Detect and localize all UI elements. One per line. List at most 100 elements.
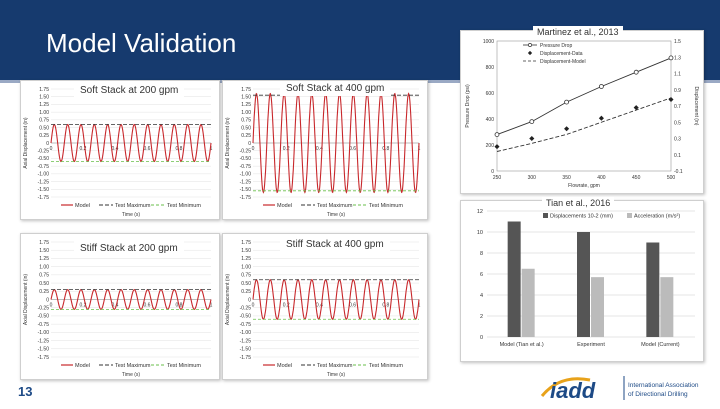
y-tick-label: 1.00 bbox=[241, 264, 251, 270]
y-tick-label: 0 bbox=[46, 141, 49, 147]
legend-test-max-label: Test Maximum bbox=[317, 203, 353, 209]
x-tick-label: 0 bbox=[252, 146, 255, 152]
y-tick-label: 1.00 bbox=[39, 264, 49, 270]
y-tick-label: 0.25 bbox=[241, 289, 251, 295]
legend-pressure-label: Pressure Drop bbox=[540, 43, 572, 49]
x-tick-label: 500 bbox=[667, 175, 676, 181]
panel-label-soft-200: Soft Stack at 200 gpm bbox=[74, 83, 185, 98]
x-axis-label: Flowrate, gpm bbox=[568, 183, 600, 189]
model-series-line bbox=[50, 288, 212, 311]
bar-displacement bbox=[577, 232, 590, 337]
y-tick-label: 1.00 bbox=[39, 110, 49, 116]
y-tick-label: -0.75 bbox=[240, 164, 252, 170]
slide-title: Model Validation bbox=[46, 28, 237, 58]
y-tick-label: -1.50 bbox=[38, 347, 50, 353]
x-tick-label: 450 bbox=[632, 175, 641, 181]
x-tick-label: 0.2 bbox=[80, 146, 87, 152]
legend-test-max-label: Test Maximum bbox=[115, 363, 151, 369]
legend-test-min-label: Test Minimum bbox=[167, 203, 201, 209]
legend-model-label: Model bbox=[75, 203, 90, 209]
chart-tian-svg: 12 10 8 6 4 2 0 Model (Tian et al.) Experiment Mo… bbox=[477, 209, 695, 348]
bar-displacement bbox=[507, 221, 521, 337]
bar-displacement bbox=[646, 242, 660, 337]
chart-tian: 12 10 8 6 4 2 0 Model (Tian et al.) Experiment Mo… bbox=[460, 200, 704, 362]
series-displacement-data-point bbox=[529, 135, 535, 142]
y-right-tick-label: 0.1 bbox=[674, 153, 681, 159]
y-tick-label: -1.75 bbox=[240, 195, 252, 201]
model-series-line bbox=[252, 92, 420, 194]
y-tick-label: -1.25 bbox=[240, 179, 252, 185]
chart-stiff-stack-400: Axial Displacement (in) 1.75 1.50 1.25 1.00 0… bbox=[222, 233, 428, 380]
x-tick-label: 0.4 bbox=[112, 146, 119, 152]
x-tick-label: 350 bbox=[562, 175, 571, 181]
y-tick-label: 8 bbox=[480, 251, 483, 257]
y-tick-label: 0.50 bbox=[241, 125, 251, 131]
x-tick-label: 1 bbox=[418, 303, 421, 309]
chart-soft-stack-400-svg: Axial Displacement (in) 1.75 1.501.25 1.00 0… bbox=[225, 87, 421, 218]
plot-frame bbox=[496, 40, 672, 172]
y-tick-label: -1.00 bbox=[38, 330, 50, 336]
x-tick-label: 0.4 bbox=[316, 146, 323, 152]
x-tick-label: Model (Current) bbox=[641, 342, 680, 348]
y-right-tick-label: 0.3 bbox=[674, 137, 681, 143]
y-right-tick-label: 1.3 bbox=[674, 55, 681, 61]
y-right-tick-label: 0.7 bbox=[674, 104, 681, 110]
series-pressure-drop-point bbox=[494, 132, 500, 137]
chart-soft-stack-200: Axial Displacement (in) 1.75 1.50 1.25 1.00 0… bbox=[20, 80, 220, 220]
bar-acceleration bbox=[521, 268, 535, 337]
bar-acceleration bbox=[591, 277, 604, 337]
y-tick-label: 1.75 bbox=[39, 240, 49, 246]
y-tick-label: -0.25 bbox=[240, 149, 252, 155]
y-tick-label: 1.00 bbox=[241, 110, 251, 116]
x-tick-label: 1 bbox=[210, 146, 213, 152]
y-tick-label: -1.50 bbox=[240, 347, 252, 353]
y-tick-label: -0.25 bbox=[38, 306, 50, 312]
chart-martinez-svg: 1000 800 600 400 200 0 1.5 1.3 1.1 0.9 0.7 0.5 0.3 0.… bbox=[465, 39, 699, 189]
y-tick-label: -0.50 bbox=[240, 314, 252, 320]
legend-test-max-label: Test Maximum bbox=[115, 203, 151, 209]
y-right-tick-label: -0.1 bbox=[674, 169, 683, 175]
y-right-tick-label: 0.5 bbox=[674, 120, 681, 126]
x-tick-label: 0 bbox=[50, 303, 53, 309]
panel-label-stiff-400: Stiff Stack at 400 gpm bbox=[280, 237, 390, 252]
series-displacement-data-point bbox=[564, 126, 570, 132]
series-displacement-data-point bbox=[598, 115, 604, 121]
x-tick-label: 0.2 bbox=[80, 303, 87, 309]
x-tick-label: 0.2 bbox=[283, 303, 290, 309]
y-tick-label: 0.50 bbox=[241, 281, 251, 287]
chart-soft-stack-200-svg: Axial Displacement (in) 1.75 1.501.25 1.00 0… bbox=[23, 87, 213, 218]
y-tick-label: 10 bbox=[477, 230, 483, 236]
y-tick-label: -1.00 bbox=[240, 172, 252, 178]
bar-acceleration bbox=[660, 277, 674, 337]
y-tick-label: -0.50 bbox=[38, 156, 50, 162]
legend-disp-data-label: Displacement-Data bbox=[540, 51, 583, 57]
model-series-line bbox=[50, 123, 212, 163]
iadd-logo: iadd International Association of Direct… bbox=[540, 368, 720, 404]
y-tick-label: -1.75 bbox=[38, 355, 50, 361]
y-tick-label: 0 bbox=[46, 297, 49, 303]
x-tick-label: 0.8 bbox=[176, 146, 183, 152]
legend-pressure-marker bbox=[528, 43, 532, 47]
y-tick-label: -1.00 bbox=[240, 330, 252, 336]
y-tick-label: -0.25 bbox=[240, 306, 252, 312]
y-tick-label: 1.75 bbox=[241, 87, 251, 93]
y-tick-label: 1.50 bbox=[39, 95, 49, 101]
y-tick-label: 0.50 bbox=[39, 125, 49, 131]
y-left-tick-label: 0 bbox=[491, 169, 494, 175]
y-tick-label: -0.50 bbox=[240, 156, 252, 162]
y-tick-label: -0.75 bbox=[38, 322, 50, 328]
series-pressure-drop-point bbox=[529, 119, 535, 124]
legend-test-min-label: Test Minimum bbox=[369, 203, 403, 209]
x-tick-label: 1 bbox=[210, 303, 213, 309]
y-tick-label: 0.75 bbox=[241, 273, 251, 279]
y-tick-label: 12 bbox=[477, 209, 483, 215]
x-tick-label: 0.8 bbox=[382, 303, 389, 309]
series-pressure-drop-point bbox=[668, 55, 674, 61]
x-tick-label: 0.6 bbox=[349, 146, 356, 152]
y-tick-label: 0 bbox=[248, 141, 251, 147]
legend-model-label: Model bbox=[277, 363, 292, 369]
y-tick-label: -0.25 bbox=[38, 149, 50, 155]
y-tick-label: 1.75 bbox=[39, 87, 49, 93]
legend-test-min-label: Test Minimum bbox=[369, 363, 403, 369]
x-axis-label: Time (s) bbox=[122, 372, 140, 378]
